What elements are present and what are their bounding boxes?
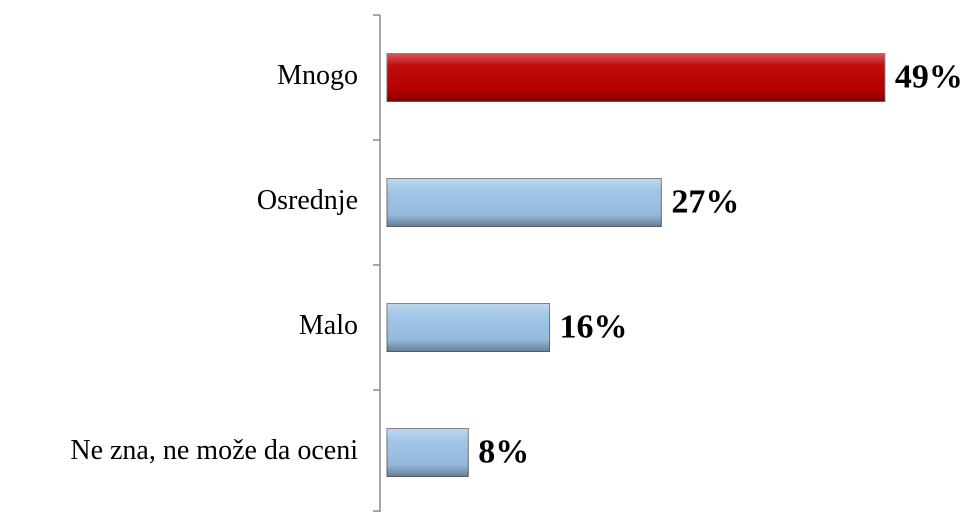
- bar-shade: [387, 53, 885, 102]
- category-label: Ne zna, ne može da oceni: [70, 435, 358, 466]
- value-label: 27%: [671, 183, 739, 220]
- category-label: Malo: [299, 310, 358, 341]
- value-label: 49%: [895, 58, 963, 95]
- value-label: 8%: [478, 433, 529, 470]
- value-label: 16%: [560, 308, 628, 345]
- category-label: Osrednje: [257, 185, 358, 216]
- bar-shade: [387, 178, 662, 227]
- bar-shade: [387, 428, 469, 477]
- bar-shade: [387, 303, 550, 352]
- category-label: Mnogo: [277, 60, 358, 91]
